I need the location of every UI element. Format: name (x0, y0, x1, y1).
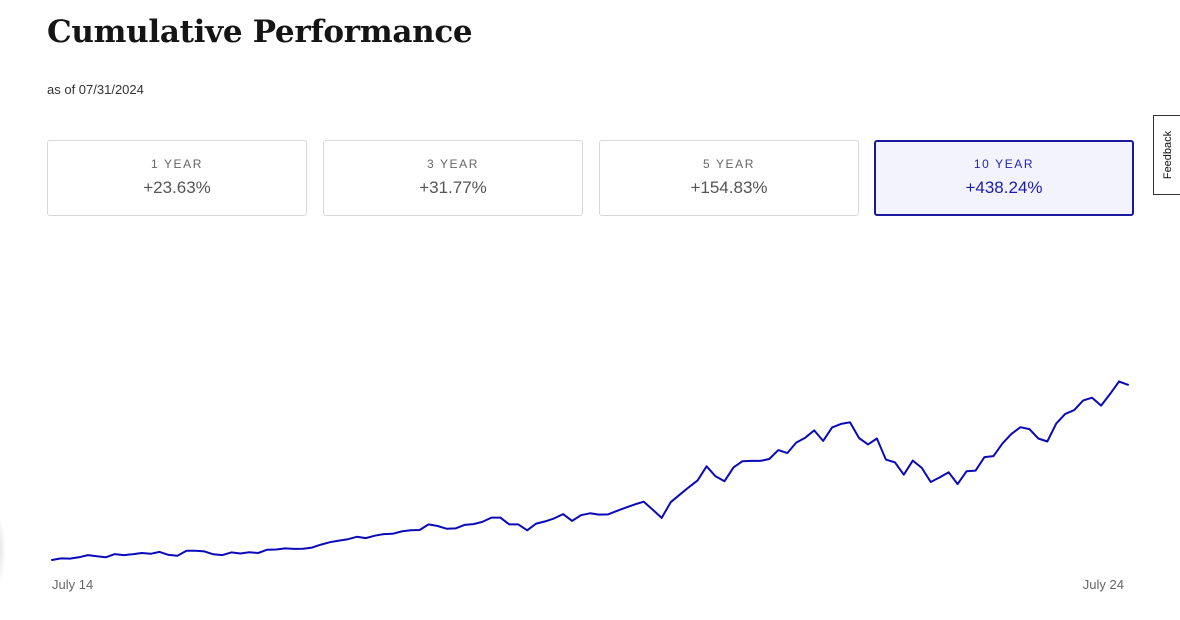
period-tab-5-year[interactable]: 5 YEAR +154.83% (599, 140, 859, 216)
as-of-date: as of 07/31/2024 (47, 82, 144, 97)
period-tab-3-year[interactable]: 3 YEAR +31.77% (323, 140, 583, 216)
x-tick-label-start: July 14 (52, 577, 93, 592)
period-label: 10 YEAR (973, 157, 1035, 171)
period-label: 3 YEAR (426, 157, 480, 171)
page-title: Cumulative Performance (47, 14, 473, 50)
period-label: 1 YEAR (150, 157, 204, 171)
x-tick-label-end: July 24 (1083, 577, 1124, 592)
period-value: +154.83% (690, 178, 768, 197)
feedback-label: Feedback (1162, 130, 1175, 180)
side-shadow (0, 510, 6, 590)
performance-chart: July 14 July 24 (51, 380, 1129, 592)
period-label: 5 YEAR (702, 157, 756, 171)
period-value: +438.24% (965, 178, 1043, 197)
period-value: +31.77% (419, 178, 487, 197)
period-tab-10-year[interactable]: 10 YEAR +438.24% (874, 140, 1134, 216)
period-value: +23.63% (143, 178, 211, 197)
feedback-tab[interactable]: Feedback (1153, 115, 1180, 195)
series-line (51, 380, 1129, 561)
period-tab-1-year[interactable]: 1 YEAR +23.63% (47, 140, 307, 216)
period-tabs: 1 YEAR +23.63% 3 YEAR +31.77% 5 YEAR +15… (47, 140, 1134, 216)
